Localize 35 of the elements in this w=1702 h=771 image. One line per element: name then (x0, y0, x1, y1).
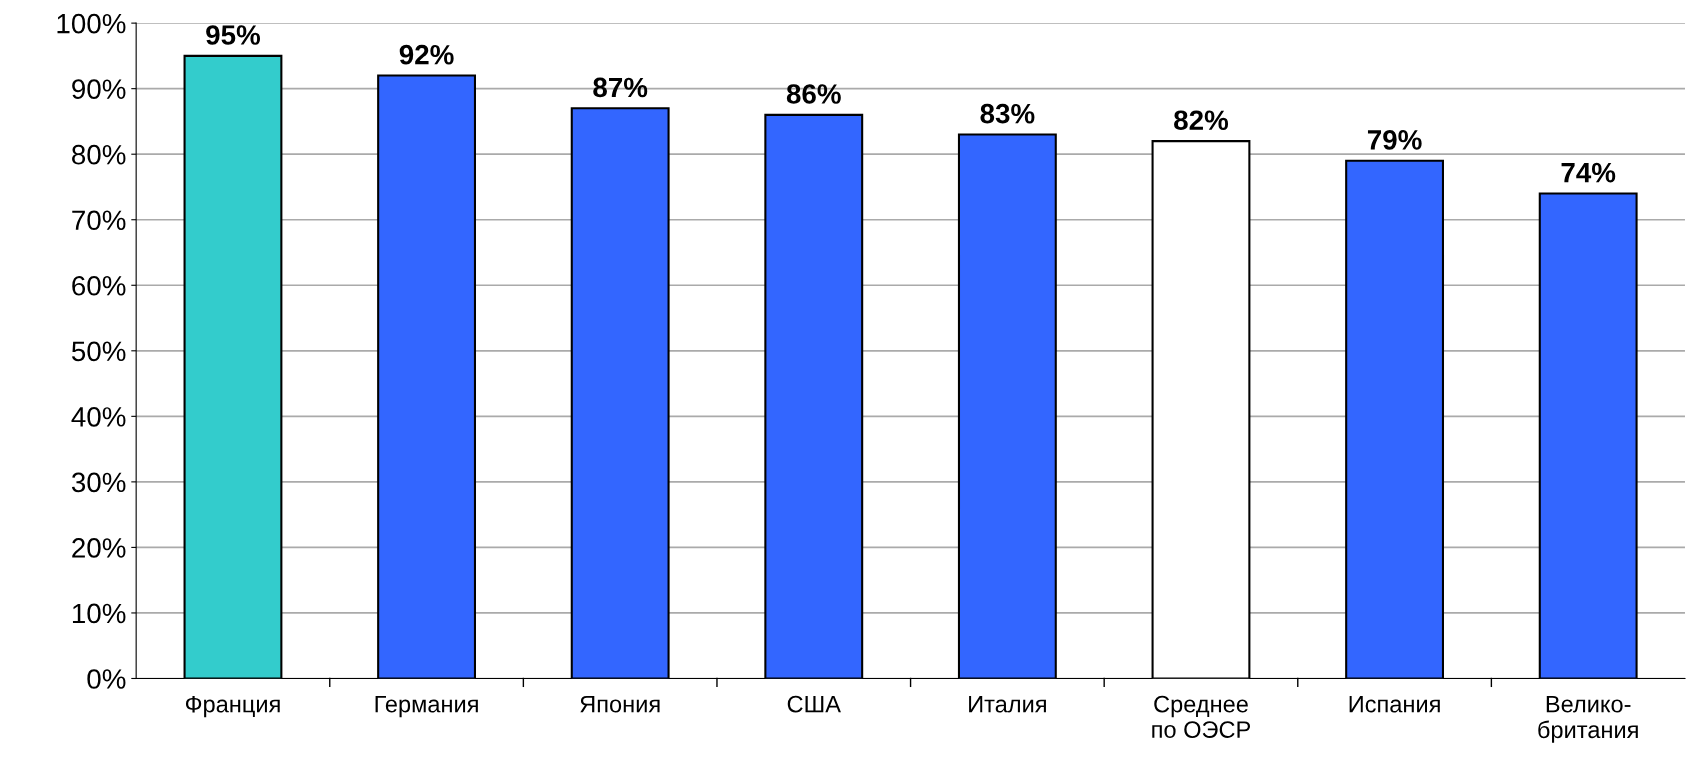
bar (957, 133, 1057, 679)
x-tick-label: Германия (375, 696, 478, 718)
data-label: 83% (980, 103, 1035, 124)
x-tick-label: США (787, 695, 841, 713)
data-label: 74% (1561, 162, 1616, 183)
bar (377, 74, 476, 679)
y-tick-label: 0% (87, 669, 126, 689)
bar (1345, 159, 1445, 679)
x-tick-label: Велико- британия (1538, 696, 1638, 743)
data-label: 87% (593, 77, 648, 98)
data-label: 82% (1174, 110, 1229, 131)
x-tick-label: Италия (969, 696, 1046, 713)
y-tick-label: 90% (72, 79, 126, 99)
y-tick-label: 30% (71, 472, 126, 493)
x-tick-label: Среднее по ОЭСР (1152, 695, 1251, 738)
y-tick-label: 80% (72, 144, 126, 165)
bar (1151, 140, 1251, 679)
bar (570, 107, 670, 679)
y-tick-label: 10% (72, 603, 126, 624)
y-tick-label: 100% (57, 13, 126, 34)
bar (1538, 192, 1638, 679)
data-label: 79% (1367, 130, 1422, 150)
bar (183, 54, 283, 679)
x-tick-label: Япония (580, 696, 660, 713)
data-label: 95% (206, 25, 261, 45)
x-tick-label: Франция (185, 695, 280, 718)
y-tick-label: 40% (71, 407, 126, 427)
data-label: 92% (399, 44, 454, 65)
bar (764, 113, 864, 679)
data-label: 86% (786, 84, 841, 104)
y-tick-label: 70% (72, 210, 126, 231)
y-tick-label: 20% (72, 538, 126, 558)
y-tick-label: 60% (72, 275, 126, 296)
x-tick-label: Испания (1349, 696, 1440, 713)
y-tick-label: 50% (71, 341, 126, 362)
